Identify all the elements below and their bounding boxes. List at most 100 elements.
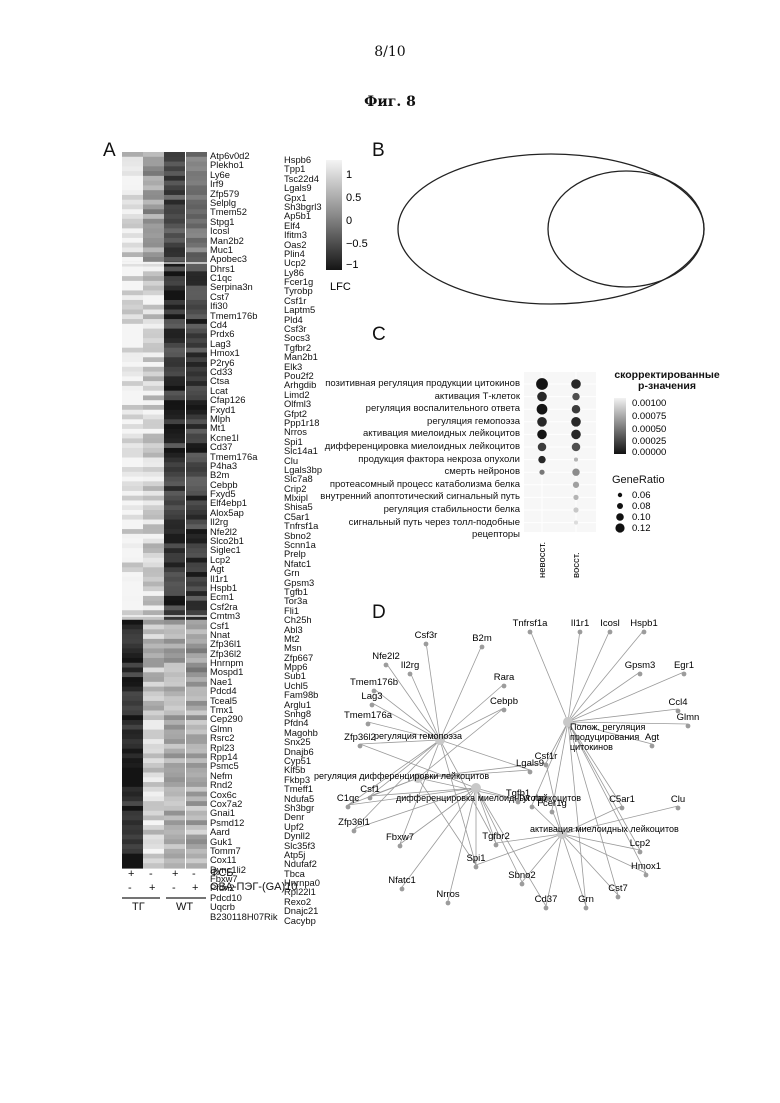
heatmap-cell bbox=[143, 558, 164, 563]
heatmap-cell bbox=[122, 801, 143, 806]
heatmap-cell bbox=[122, 243, 143, 248]
heatmap-cell bbox=[122, 219, 143, 224]
heatmap-cell bbox=[164, 496, 185, 501]
heatmap-cell bbox=[186, 639, 207, 644]
heatmap-cell bbox=[143, 209, 164, 214]
heatmap-cell bbox=[143, 395, 164, 400]
heatmap-cell bbox=[143, 457, 164, 462]
network-edge bbox=[530, 630, 568, 722]
heatmap-cell bbox=[164, 730, 185, 735]
heatmap-cell bbox=[164, 687, 185, 692]
dotplot-point bbox=[572, 393, 579, 400]
gene-node bbox=[408, 672, 413, 677]
heatmap-cell bbox=[122, 286, 143, 291]
heatmap-cell bbox=[186, 152, 207, 157]
heatmap-cell bbox=[143, 434, 164, 439]
heatmap-cell bbox=[122, 715, 143, 720]
heatmap-cell bbox=[143, 629, 164, 634]
heatmap-cell bbox=[186, 577, 207, 582]
heatmap-cell bbox=[143, 472, 164, 477]
heatmap-cell bbox=[164, 563, 185, 568]
heatmap-cell bbox=[143, 858, 164, 863]
heatmap-cell bbox=[164, 835, 185, 840]
heatmap-cell bbox=[143, 520, 164, 525]
gene-node bbox=[638, 672, 643, 677]
heatmap-cell bbox=[143, 219, 164, 224]
heatmap-cell bbox=[143, 787, 164, 792]
heatmap-cell bbox=[143, 634, 164, 639]
heatmap-cell bbox=[143, 252, 164, 257]
heatmap-cell bbox=[122, 376, 143, 381]
heatmap-cell bbox=[122, 625, 143, 630]
go-term-label: протеасомный процесс катаболизма белка bbox=[330, 479, 520, 490]
heatmap-cell bbox=[122, 577, 143, 582]
heatmap-cell bbox=[122, 601, 143, 606]
heatmap-cell bbox=[186, 601, 207, 606]
lfc-tick: 0.5 bbox=[346, 192, 361, 204]
heatmap-cell bbox=[143, 553, 164, 558]
heatmap-cell bbox=[186, 205, 207, 210]
heatmap-cell bbox=[164, 572, 185, 577]
heatmap-cell bbox=[164, 811, 185, 816]
heatmap-cell bbox=[186, 395, 207, 400]
heatmap-cell bbox=[143, 849, 164, 854]
gene-node bbox=[676, 806, 681, 811]
heatmap-cell bbox=[143, 586, 164, 591]
hub-label: регуляция гемопоэза bbox=[374, 731, 462, 741]
gene-node bbox=[650, 744, 655, 749]
heatmap-cell bbox=[164, 839, 185, 844]
heatmap-cell bbox=[186, 563, 207, 568]
heatmap-cell bbox=[122, 739, 143, 744]
heatmap-cell bbox=[164, 529, 185, 534]
heatmap-cell bbox=[122, 515, 143, 520]
venn-diagram bbox=[394, 150, 710, 312]
heatmap-cell bbox=[143, 324, 164, 329]
heatmap-cell bbox=[122, 854, 143, 859]
heatmap-cell bbox=[143, 730, 164, 735]
go-term-label: активация Т-клеток bbox=[435, 391, 520, 402]
heatmap-cell bbox=[122, 324, 143, 329]
heatmap-cell bbox=[122, 787, 143, 792]
heatmap-cell bbox=[164, 419, 185, 424]
gene-node-label: Rara bbox=[494, 672, 515, 683]
dotplot-point bbox=[573, 495, 578, 500]
heatmap-cell bbox=[186, 209, 207, 214]
heatmap-cell bbox=[164, 524, 185, 529]
heatmap-cell bbox=[164, 295, 185, 300]
gene-node-label: Egr1 bbox=[674, 660, 694, 671]
heatmap-cell bbox=[186, 706, 207, 711]
heatmap-cell bbox=[143, 357, 164, 362]
heatmap-cell bbox=[164, 415, 185, 420]
heatmap-cell bbox=[122, 205, 143, 210]
heatmap-cell bbox=[164, 801, 185, 806]
heatmap-cell bbox=[122, 567, 143, 572]
heatmap-cell bbox=[122, 663, 143, 668]
heatmap-cell bbox=[143, 672, 164, 677]
heatmap-cell bbox=[122, 157, 143, 162]
gene-node bbox=[550, 810, 555, 815]
heatmap-cell bbox=[164, 434, 185, 439]
heatmap-cell bbox=[186, 290, 207, 295]
heatmap-cell bbox=[186, 481, 207, 486]
heatmap-cell bbox=[122, 634, 143, 639]
heatmap-cell bbox=[164, 796, 185, 801]
heatmap-cell bbox=[122, 510, 143, 515]
gene-node bbox=[474, 865, 479, 870]
dotplot-point bbox=[572, 469, 579, 476]
heatmap-cell bbox=[186, 677, 207, 682]
heatmap-cell bbox=[186, 386, 207, 391]
gene-label: Cacybp bbox=[284, 916, 322, 925]
heatmap-cell bbox=[164, 462, 185, 467]
dotplot-point bbox=[574, 521, 578, 525]
gene-node bbox=[544, 763, 549, 768]
lfc-tick: 1 bbox=[346, 169, 352, 181]
heatmap-cell bbox=[143, 348, 164, 353]
heatmap-cell bbox=[143, 271, 164, 276]
heatmap-cell bbox=[186, 815, 207, 820]
svg-text:0.00000: 0.00000 bbox=[632, 447, 666, 456]
heatmap-cell bbox=[122, 610, 143, 615]
heatmap-cell bbox=[122, 319, 143, 324]
heatmap-cell bbox=[164, 668, 185, 673]
heatmap-cell bbox=[122, 424, 143, 429]
gene-node bbox=[644, 873, 649, 878]
